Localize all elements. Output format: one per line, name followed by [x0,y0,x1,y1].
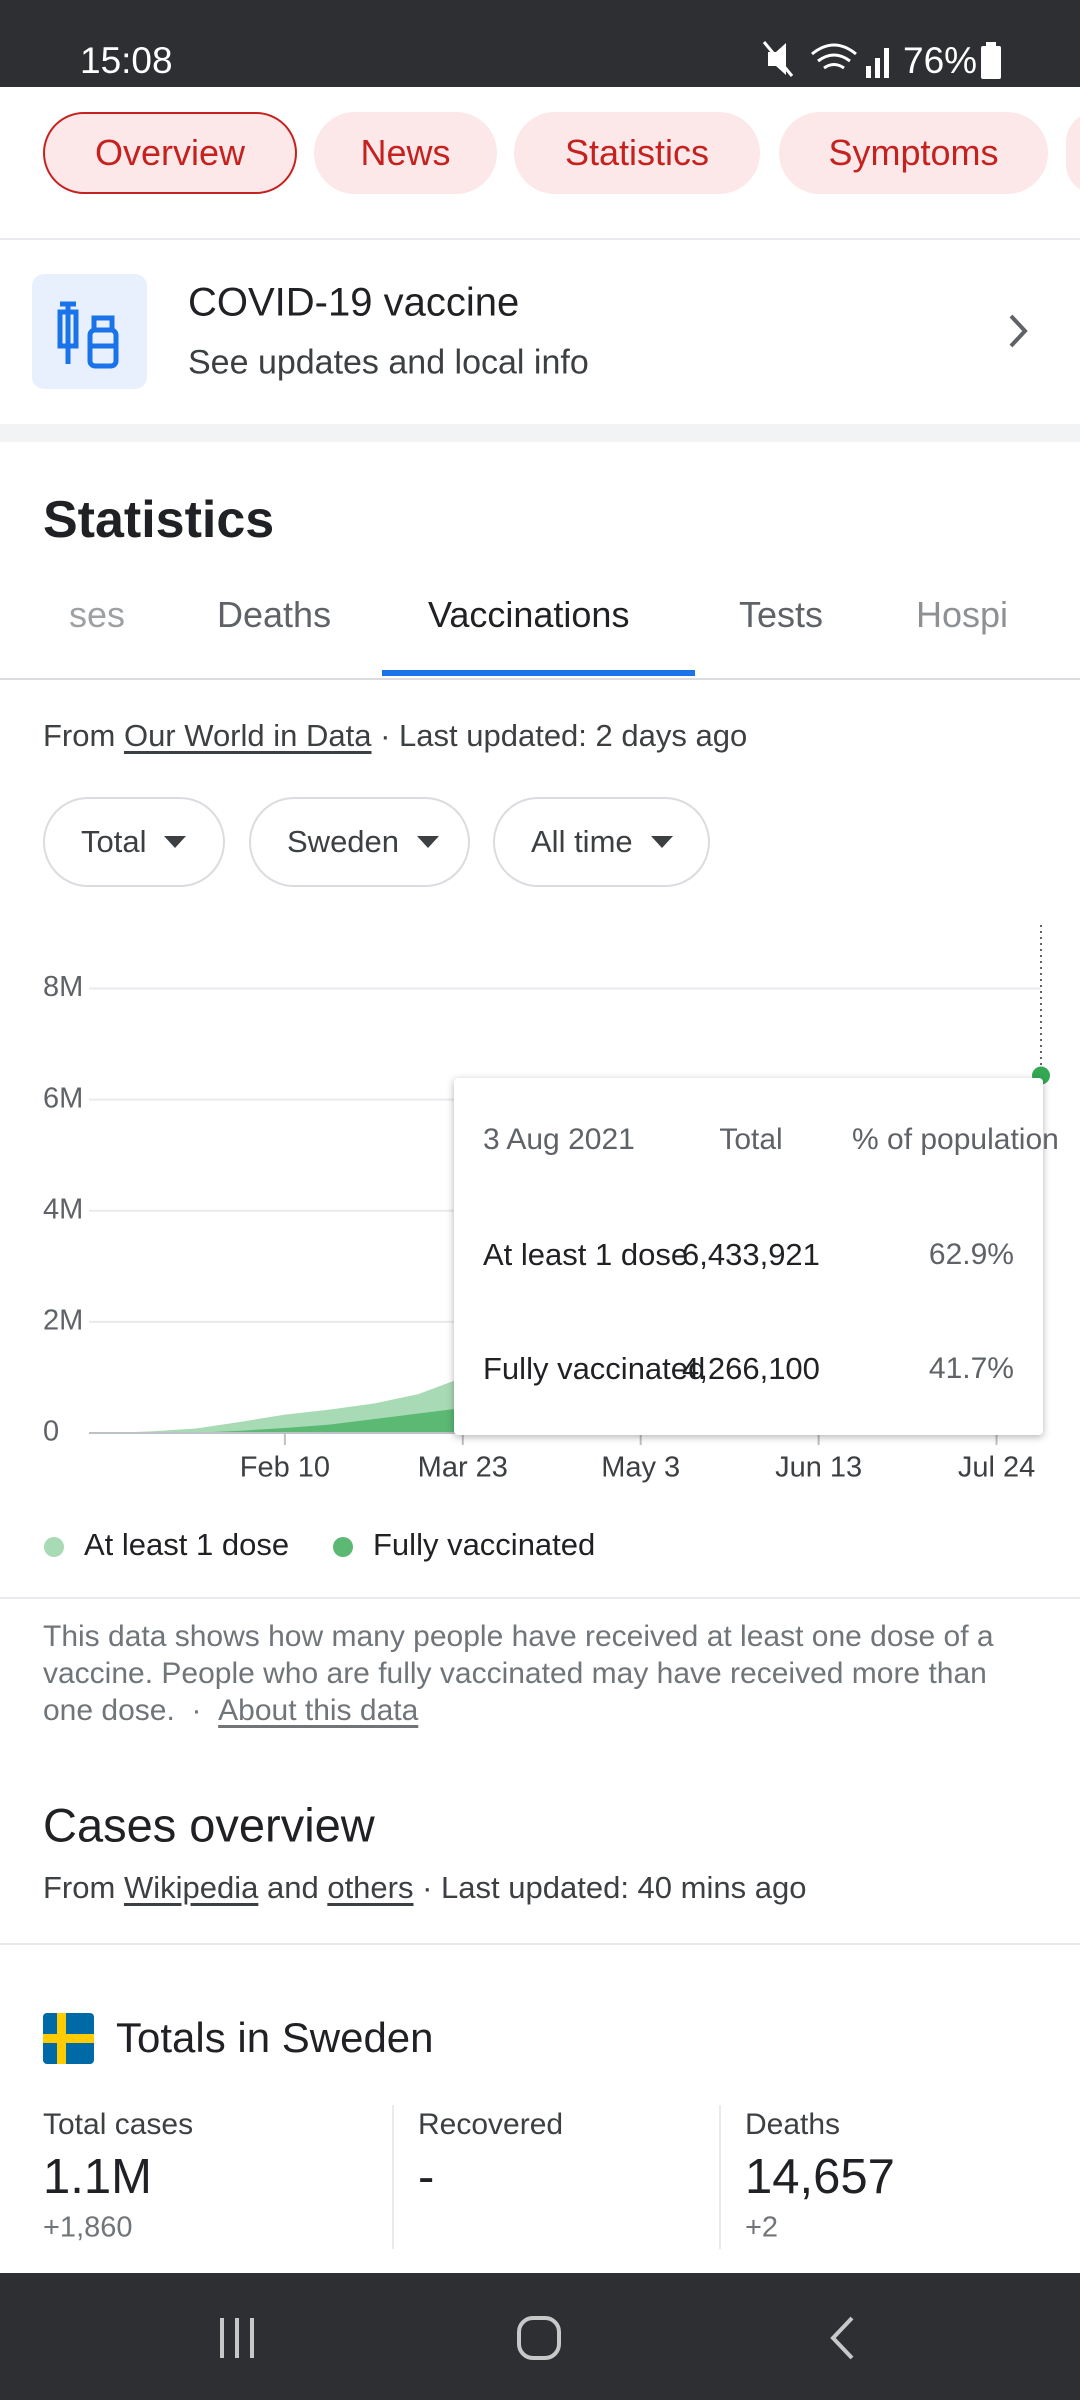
stat-tab[interactable]: Tests [739,594,824,635]
stat-label: Total cases [43,2108,194,2141]
filter-label: All time [531,824,633,859]
stat-value: - [418,2150,435,2204]
stat-value: 14,657 [745,2150,895,2204]
top-tab[interactable]: Statistics [514,112,760,194]
sweden-flag [43,2013,94,2064]
source-link[interactable]: Our World in Data [123,718,372,753]
source-link[interactable]: others [327,1870,414,1905]
filter-label: Total [81,824,147,859]
caret [164,836,187,848]
tooltip-column: Total [719,1123,783,1156]
stat-change: +2 [745,2211,779,2244]
divider [0,1597,1080,1599]
about-link[interactable]: About this data [218,1694,419,1727]
legend-swatch [333,1537,353,1557]
filter[interactable]: All time [493,797,710,887]
chevron[interactable] [1005,312,1033,350]
legend-label: At least 1 dose [84,1527,289,1562]
y-tick-label: 0 [43,1416,59,1448]
source-link[interactable]: Wikipedia [123,1870,259,1905]
x-tick-label: May 3 [601,1452,680,1484]
battery-text: 76% [903,40,978,81]
vaccine-subtitle[interactable]: See updates and local info [188,343,589,382]
x-tick-label: Jul 24 [958,1452,1035,1484]
filter[interactable]: Sweden [249,797,470,887]
tooltip-total: 4,266,100 [682,1351,820,1386]
stat-tab[interactable]: Hospi [916,594,1009,635]
top-tab[interactable]: News [314,112,497,194]
stat-value: 1.1M [43,2150,152,2204]
top-tab[interactable]: Symptoms [779,112,1048,194]
tooltip-total: 6,433,921 [682,1237,820,1272]
caret [417,836,440,848]
vaccine-title[interactable]: COVID-19 vaccine [188,280,520,325]
legend-swatch [44,1537,64,1557]
tooltip-column: % of population [852,1123,1059,1156]
status-time: 15:08 [80,40,173,81]
stat-label: Deaths [745,2108,841,2141]
tooltip-percent: 62.9% [928,1238,1014,1271]
source-updated: · Last updated: 40 mins ago [422,1870,807,1905]
vaccine-icon [32,274,147,389]
tooltip-date: 3 Aug 2021 [483,1123,635,1156]
stat-change: +1,860 [43,2211,133,2244]
tooltip-percent: 41.7% [928,1352,1014,1385]
status-bar [0,0,1080,87]
cases-source: From Wikipedia and others · Last updated… [43,1870,806,1906]
y-tick-label: 2M [43,1305,83,1337]
source-prefix: From [43,718,116,753]
separator: · [191,1694,202,1727]
stat-tab[interactable]: ses [69,594,126,635]
y-tick-label: 6M [43,1082,83,1114]
filter[interactable]: Total [43,797,225,887]
description-text: This data shows how many people have rec… [43,1620,994,1727]
column-divider [719,2105,721,2249]
source-prefix: From [43,1870,116,1905]
description: This data shows how many people have rec… [43,1618,1033,1729]
status-icons [762,41,889,78]
caret [650,836,673,848]
filter-label: Sweden [287,824,400,859]
column-divider [392,2105,394,2249]
divider [0,678,1080,680]
stat-tab[interactable]: Deaths [217,594,332,635]
y-tick-label: 8M [43,971,83,1003]
x-tick-label: Feb 10 [240,1452,330,1484]
source-updated: · Last updated: 2 days ago [380,718,748,753]
y-tick-label: 4M [43,1193,83,1225]
statistics-title: Statistics [43,491,275,549]
region-title: Totals in Sweden [116,2014,434,2061]
legend-label: Fully vaccinated [373,1527,595,1562]
top-tab-partial[interactable] [1066,112,1080,194]
stat-label: Recovered [418,2108,564,2141]
source-line: From Our World in Data · Last updated: 2… [43,718,747,754]
tooltip-row-name: Fully vaccinated [483,1351,706,1386]
tooltip: 3 Aug 2021 Total % of population At leas… [454,1078,1059,1435]
tooltip-row-name: At least 1 dose [483,1237,689,1272]
cases-title: Cases overview [43,1798,375,1852]
battery-icon [981,42,1001,79]
divider [0,238,1080,240]
stat-tab-active[interactable]: Vaccinations [428,594,630,635]
x-tick-label: Jun 13 [775,1452,862,1484]
section-gap [0,424,1080,442]
nav-bar [0,2273,1080,2400]
x-tick-label: Mar 23 [418,1452,508,1484]
source-and: and [266,1870,319,1905]
top-tab[interactable]: Overview [43,112,297,194]
tab-indicator [382,670,695,676]
divider [0,1943,1080,1945]
